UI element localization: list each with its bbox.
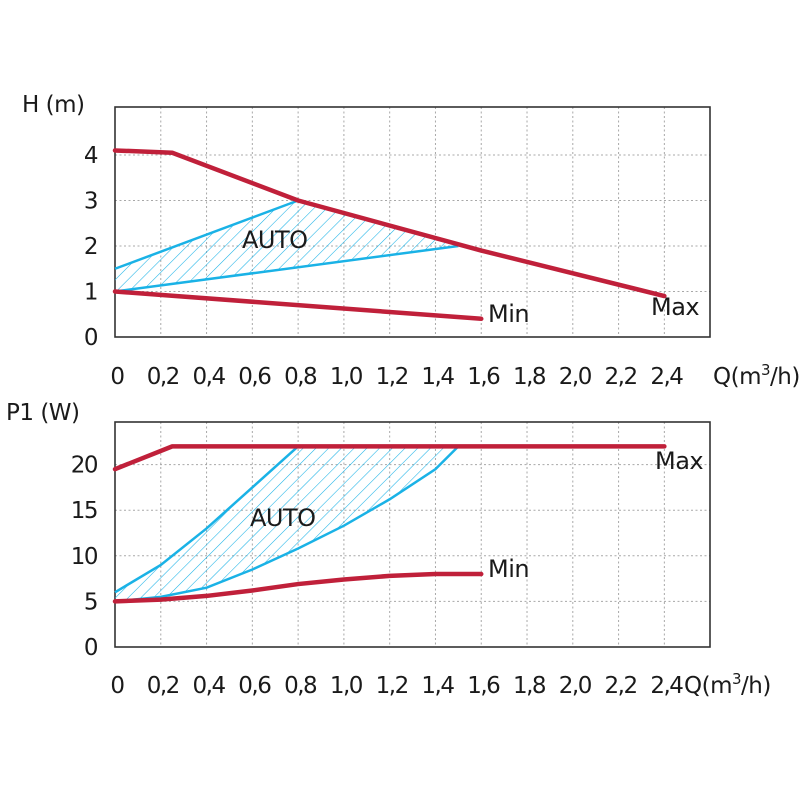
power-x-tick-label: 2,4 [650, 673, 683, 699]
power-x-tick-label: 0,2 [147, 673, 179, 699]
head-y-tick-label: 1 [84, 280, 97, 306]
power-auto-hatch [115, 446, 459, 602]
head-x-tick-label: 0,8 [284, 364, 317, 390]
head-x-tick-label: 2,2 [605, 364, 637, 390]
power-y-axis-title: P1 (W) [6, 400, 80, 426]
head-x-tick-label: 2,4 [650, 364, 683, 390]
power-x-tick-label: 2,0 [559, 673, 592, 699]
power-x-tick-label: 0,4 [193, 673, 226, 699]
head-auto-region [114, 199, 459, 293]
head-x-tick-label: 0,4 [193, 364, 226, 390]
head-plot-frame [114, 106, 711, 338]
power-curves [112, 444, 667, 604]
head-auto-lower-line [114, 244, 459, 293]
power-y-tick-label: 5 [84, 589, 97, 615]
power-y-tick-label: 20 [71, 453, 98, 479]
power-max-curve [112, 444, 667, 472]
power-auto-upper-line [114, 445, 299, 594]
head-x-tick-label: 1,6 [467, 364, 500, 390]
head-auto-upper-line [114, 199, 299, 270]
head-gridlines [115, 107, 711, 337]
power-auto-region [114, 445, 460, 603]
head-chart: 0 1 2 3 4 0 0,2 0,4 0,6 0,8 1,0 1,2 1,4 1,6 1,8 2,0 2,2… [22, 92, 800, 390]
power-x-tick-label: 1,8 [513, 673, 546, 699]
power-y-tick-label: 0 [84, 635, 98, 661]
head-min-label: Min [488, 300, 529, 328]
power-x-tick-label: 0,8 [284, 673, 317, 699]
power-auto-label: AUTO [250, 504, 316, 532]
head-y-tick-label: 4 [84, 143, 98, 169]
head-max-label: Max [651, 293, 699, 321]
head-curves [112, 148, 667, 322]
power-y-ticks: 0 5 10 15 20 [71, 453, 100, 661]
head-y-ticks: 0 1 2 3 4 [84, 143, 100, 351]
power-max-label: Max [655, 447, 703, 475]
head-x-tick-label: 1,0 [330, 364, 363, 390]
head-y-tick-label: 3 [84, 189, 97, 215]
power-x-ticks: 0 0,2 0,4 0,6 0,8 1,0 1,2 1,4 1,6 1,8 2,0 2,2 2,4 [110, 673, 684, 699]
power-x-tick-label: 1,2 [376, 673, 408, 699]
head-x-tick-label: 1,2 [376, 364, 408, 390]
power-plot-frame [114, 421, 711, 648]
head-x-tick-label: 0 [110, 364, 124, 390]
power-y-tick-label: 10 [71, 544, 98, 570]
head-max-curve [112, 148, 667, 299]
head-auto-label: AUTO [242, 226, 308, 254]
head-x-tick-label: 0,2 [147, 364, 179, 390]
head-x-tick-label: 2,0 [559, 364, 592, 390]
head-y-tick-label: 0 [84, 325, 98, 351]
power-auto-lower-line [114, 445, 460, 603]
power-x-tick-label: 0 [110, 673, 124, 699]
power-x-tick-label: 1,0 [330, 673, 363, 699]
power-x-tick-label: 1,4 [421, 673, 454, 699]
head-x-tick-label: 0,6 [238, 364, 271, 390]
power-y-tick-label: 15 [71, 498, 97, 524]
power-x-tick-label: 2,2 [605, 673, 637, 699]
power-min-label: Min [488, 555, 529, 583]
head-x-axis-title: Q(m3/h) [713, 361, 800, 390]
power-min-curve [112, 571, 484, 604]
power-x-axis-title: Q(m3/h) [684, 670, 771, 699]
power-x-tick-label: 0,6 [238, 673, 271, 699]
head-auto-hatch [115, 200, 459, 292]
head-y-tick-label: 2 [84, 234, 97, 260]
head-x-ticks: 0 0,2 0,4 0,6 0,8 1,0 1,2 1,4 1,6 1,8 2,0 2,2 2,4 [110, 364, 684, 390]
power-chart: 0 5 10 15 20 0 0,2 0,4 0,6 0,8 1,0 1,2 1,4 1,6 1,8 2,0… [6, 400, 771, 699]
head-y-axis-title: H (m) [22, 92, 84, 118]
power-x-tick-label: 1,6 [467, 673, 500, 699]
head-min-curve [112, 289, 484, 322]
head-x-tick-label: 1,8 [513, 364, 546, 390]
head-x-tick-label: 1,4 [421, 364, 454, 390]
